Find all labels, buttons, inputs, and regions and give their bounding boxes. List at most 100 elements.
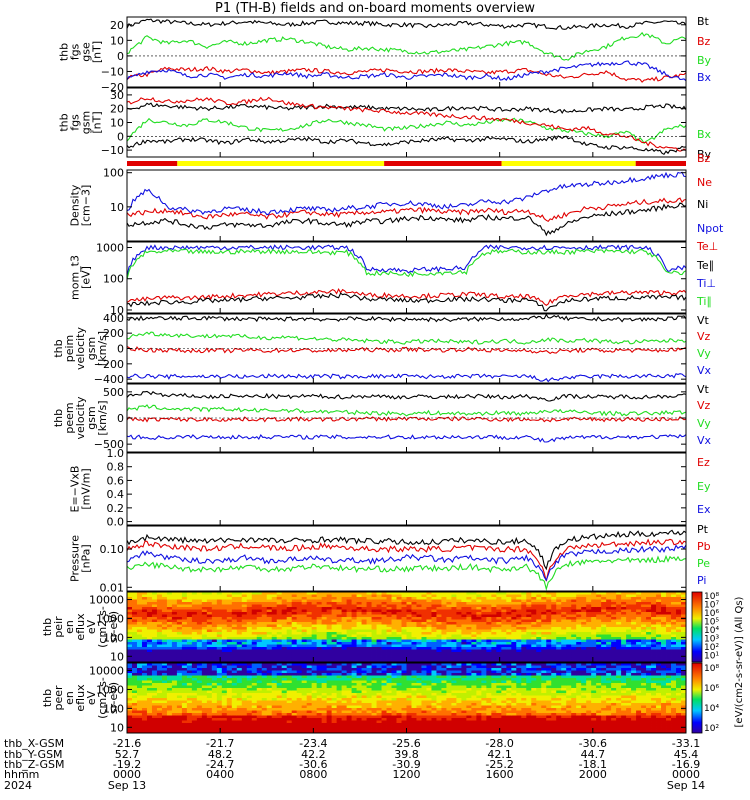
spectrogram-cell — [246, 703, 253, 706]
spectrogram-cell — [186, 604, 193, 608]
series-Vx — [126, 373, 687, 383]
spectrogram-cell — [156, 703, 163, 706]
spectrogram-cell — [351, 715, 357, 719]
spectrogram-cell — [281, 639, 288, 643]
spectrogram-cell — [516, 639, 522, 643]
spectrogram-cell — [431, 654, 437, 658]
spectrogram-cell — [141, 668, 148, 671]
spectrogram-cell — [311, 632, 318, 635]
spectrogram-cell — [206, 622, 213, 625]
spectrogram-cell — [471, 609, 477, 613]
spectrogram-cell — [546, 594, 552, 598]
spectrogram-cell — [186, 685, 193, 689]
spectrogram-cell — [441, 624, 447, 628]
spectrogram-cell — [231, 649, 238, 653]
series-group — [126, 313, 687, 383]
spectrogram-cell — [666, 639, 672, 643]
spectrogram-cell — [326, 690, 333, 694]
spectrogram-cell — [136, 663, 143, 666]
spectrogram-cell — [186, 663, 193, 666]
spectrogram-cell — [256, 690, 263, 694]
spectrogram-cell — [286, 728, 293, 731]
spectrogram-cell — [261, 627, 268, 630]
spectrogram-cell — [186, 703, 193, 706]
spectrogram-cell — [526, 599, 532, 603]
spectrogram-cell — [181, 637, 188, 640]
spectrogram-cell — [576, 612, 582, 615]
spectrogram-cell — [191, 675, 198, 679]
spectrogram-cell — [271, 705, 278, 709]
spectrogram-cell — [641, 597, 647, 600]
spectrogram-cell — [631, 634, 637, 638]
spectrogram-cell — [381, 688, 387, 691]
spectrogram-cell — [201, 723, 208, 726]
spectrogram-cell — [311, 617, 318, 620]
spectrogram-cell — [226, 659, 233, 663]
spectrogram-cell — [251, 670, 258, 674]
spectrogram-cell — [221, 708, 228, 711]
spectrogram-cell — [556, 622, 562, 625]
spectrogram-cell — [326, 710, 333, 714]
series-group — [126, 18, 687, 83]
spectrogram-cell — [146, 647, 153, 650]
spectrogram-cell — [526, 619, 532, 623]
spectrogram-cell — [446, 612, 452, 615]
spectrogram-cell — [127, 597, 133, 600]
spectrogram-cell — [576, 622, 582, 625]
spectrogram-cell — [146, 617, 153, 620]
spectrogram-cell — [516, 597, 522, 600]
spectrogram-cell — [286, 695, 293, 699]
spectrogram-cell — [321, 690, 328, 694]
spectrogram-cell — [351, 688, 357, 691]
spectrogram-cell — [406, 602, 412, 605]
spectrogram-cell — [206, 594, 213, 598]
spectrogram-cell — [186, 670, 193, 674]
spectrogram-cell — [261, 659, 268, 663]
spectrogram-cell — [171, 599, 178, 603]
spectrogram-cell — [551, 632, 557, 635]
spectrogram-cell — [391, 637, 397, 640]
spectrogram-cell — [196, 642, 203, 645]
spectrogram-cell — [401, 637, 407, 640]
y-label-line: thb — [41, 618, 54, 636]
spectrogram-cell — [371, 728, 377, 731]
spectrogram-cell — [506, 624, 512, 628]
spectrogram-cell — [221, 622, 228, 625]
spectrogram-cell — [266, 728, 273, 731]
spectrogram-cell — [191, 602, 198, 605]
spectrogram-cell — [201, 607, 208, 610]
spectrogram-cell — [421, 624, 427, 628]
spectrogram-cell — [456, 644, 462, 648]
spectrogram-cell — [151, 668, 158, 671]
spectrogram-cell — [206, 659, 213, 663]
spectrogram-cell — [341, 690, 348, 694]
panel-ion-spectrogram: 10000100010010thbpeirenefluxeV(cm2-s-sr-… — [41, 591, 687, 663]
spectrogram-cell — [261, 708, 268, 711]
spectrogram-cell — [546, 622, 552, 625]
spectrogram-cell — [481, 602, 487, 605]
spectrogram-cell — [396, 668, 402, 671]
spectrogram-cell — [471, 642, 477, 645]
spectrogram-cell — [671, 604, 677, 608]
spectrogram-cell — [276, 634, 283, 638]
spectrogram-cell — [521, 622, 527, 625]
spectrogram-cell — [191, 673, 198, 676]
spectrogram-cell — [131, 700, 138, 704]
spectrogram-cell — [396, 624, 402, 628]
spectrogram-cell — [161, 617, 168, 620]
spectrogram-cell — [211, 649, 218, 653]
spectrogram-cell — [676, 632, 682, 635]
spectrogram-cell — [231, 683, 238, 686]
spectrogram-cell — [131, 614, 138, 618]
spectrogram-cell — [651, 637, 657, 640]
spectrogram-cell — [461, 644, 467, 648]
spectrogram-cell — [171, 644, 178, 648]
spectrogram-cell — [371, 612, 377, 615]
spectrogram-cell — [286, 700, 293, 704]
spectrogram-cell — [291, 652, 298, 655]
spectrogram-cell — [226, 708, 233, 711]
spectrogram-cell — [606, 607, 612, 610]
spectrogram-cell — [281, 668, 288, 671]
spectrogram-cell — [526, 647, 532, 650]
spectrogram-cell — [261, 652, 268, 655]
